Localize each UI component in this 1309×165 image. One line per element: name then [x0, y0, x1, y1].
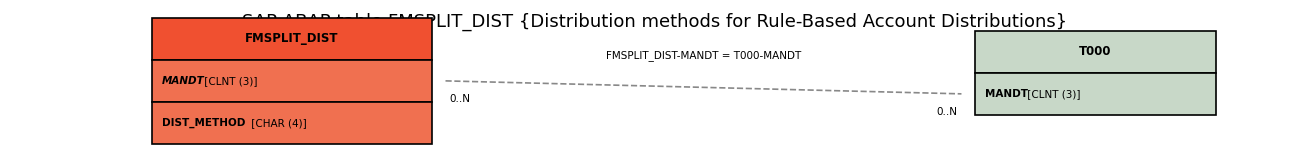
Text: FMSPLIT_DIST-MANDT = T000-MANDT: FMSPLIT_DIST-MANDT = T000-MANDT	[606, 50, 801, 61]
Text: [CLNT (3)]: [CLNT (3)]	[202, 76, 258, 86]
FancyBboxPatch shape	[974, 73, 1216, 115]
Text: FMSPLIT_DIST: FMSPLIT_DIST	[245, 32, 339, 45]
FancyBboxPatch shape	[974, 31, 1216, 73]
Text: DIST_METHOD: DIST_METHOD	[162, 118, 245, 128]
Text: T000: T000	[1079, 45, 1111, 58]
FancyBboxPatch shape	[152, 60, 432, 102]
Text: [CLNT (3)]: [CLNT (3)]	[1024, 89, 1081, 99]
Text: 0..N: 0..N	[936, 107, 958, 117]
Text: MANDT: MANDT	[984, 89, 1028, 99]
Text: MANDT: MANDT	[162, 76, 204, 86]
FancyBboxPatch shape	[152, 18, 432, 60]
FancyBboxPatch shape	[152, 102, 432, 144]
Text: SAP ABAP table FMSPLIT_DIST {Distribution methods for Rule-Based Account Distrib: SAP ABAP table FMSPLIT_DIST {Distributio…	[242, 13, 1067, 31]
Text: [CHAR (4)]: [CHAR (4)]	[249, 118, 308, 128]
Text: 0..N: 0..N	[449, 94, 470, 104]
